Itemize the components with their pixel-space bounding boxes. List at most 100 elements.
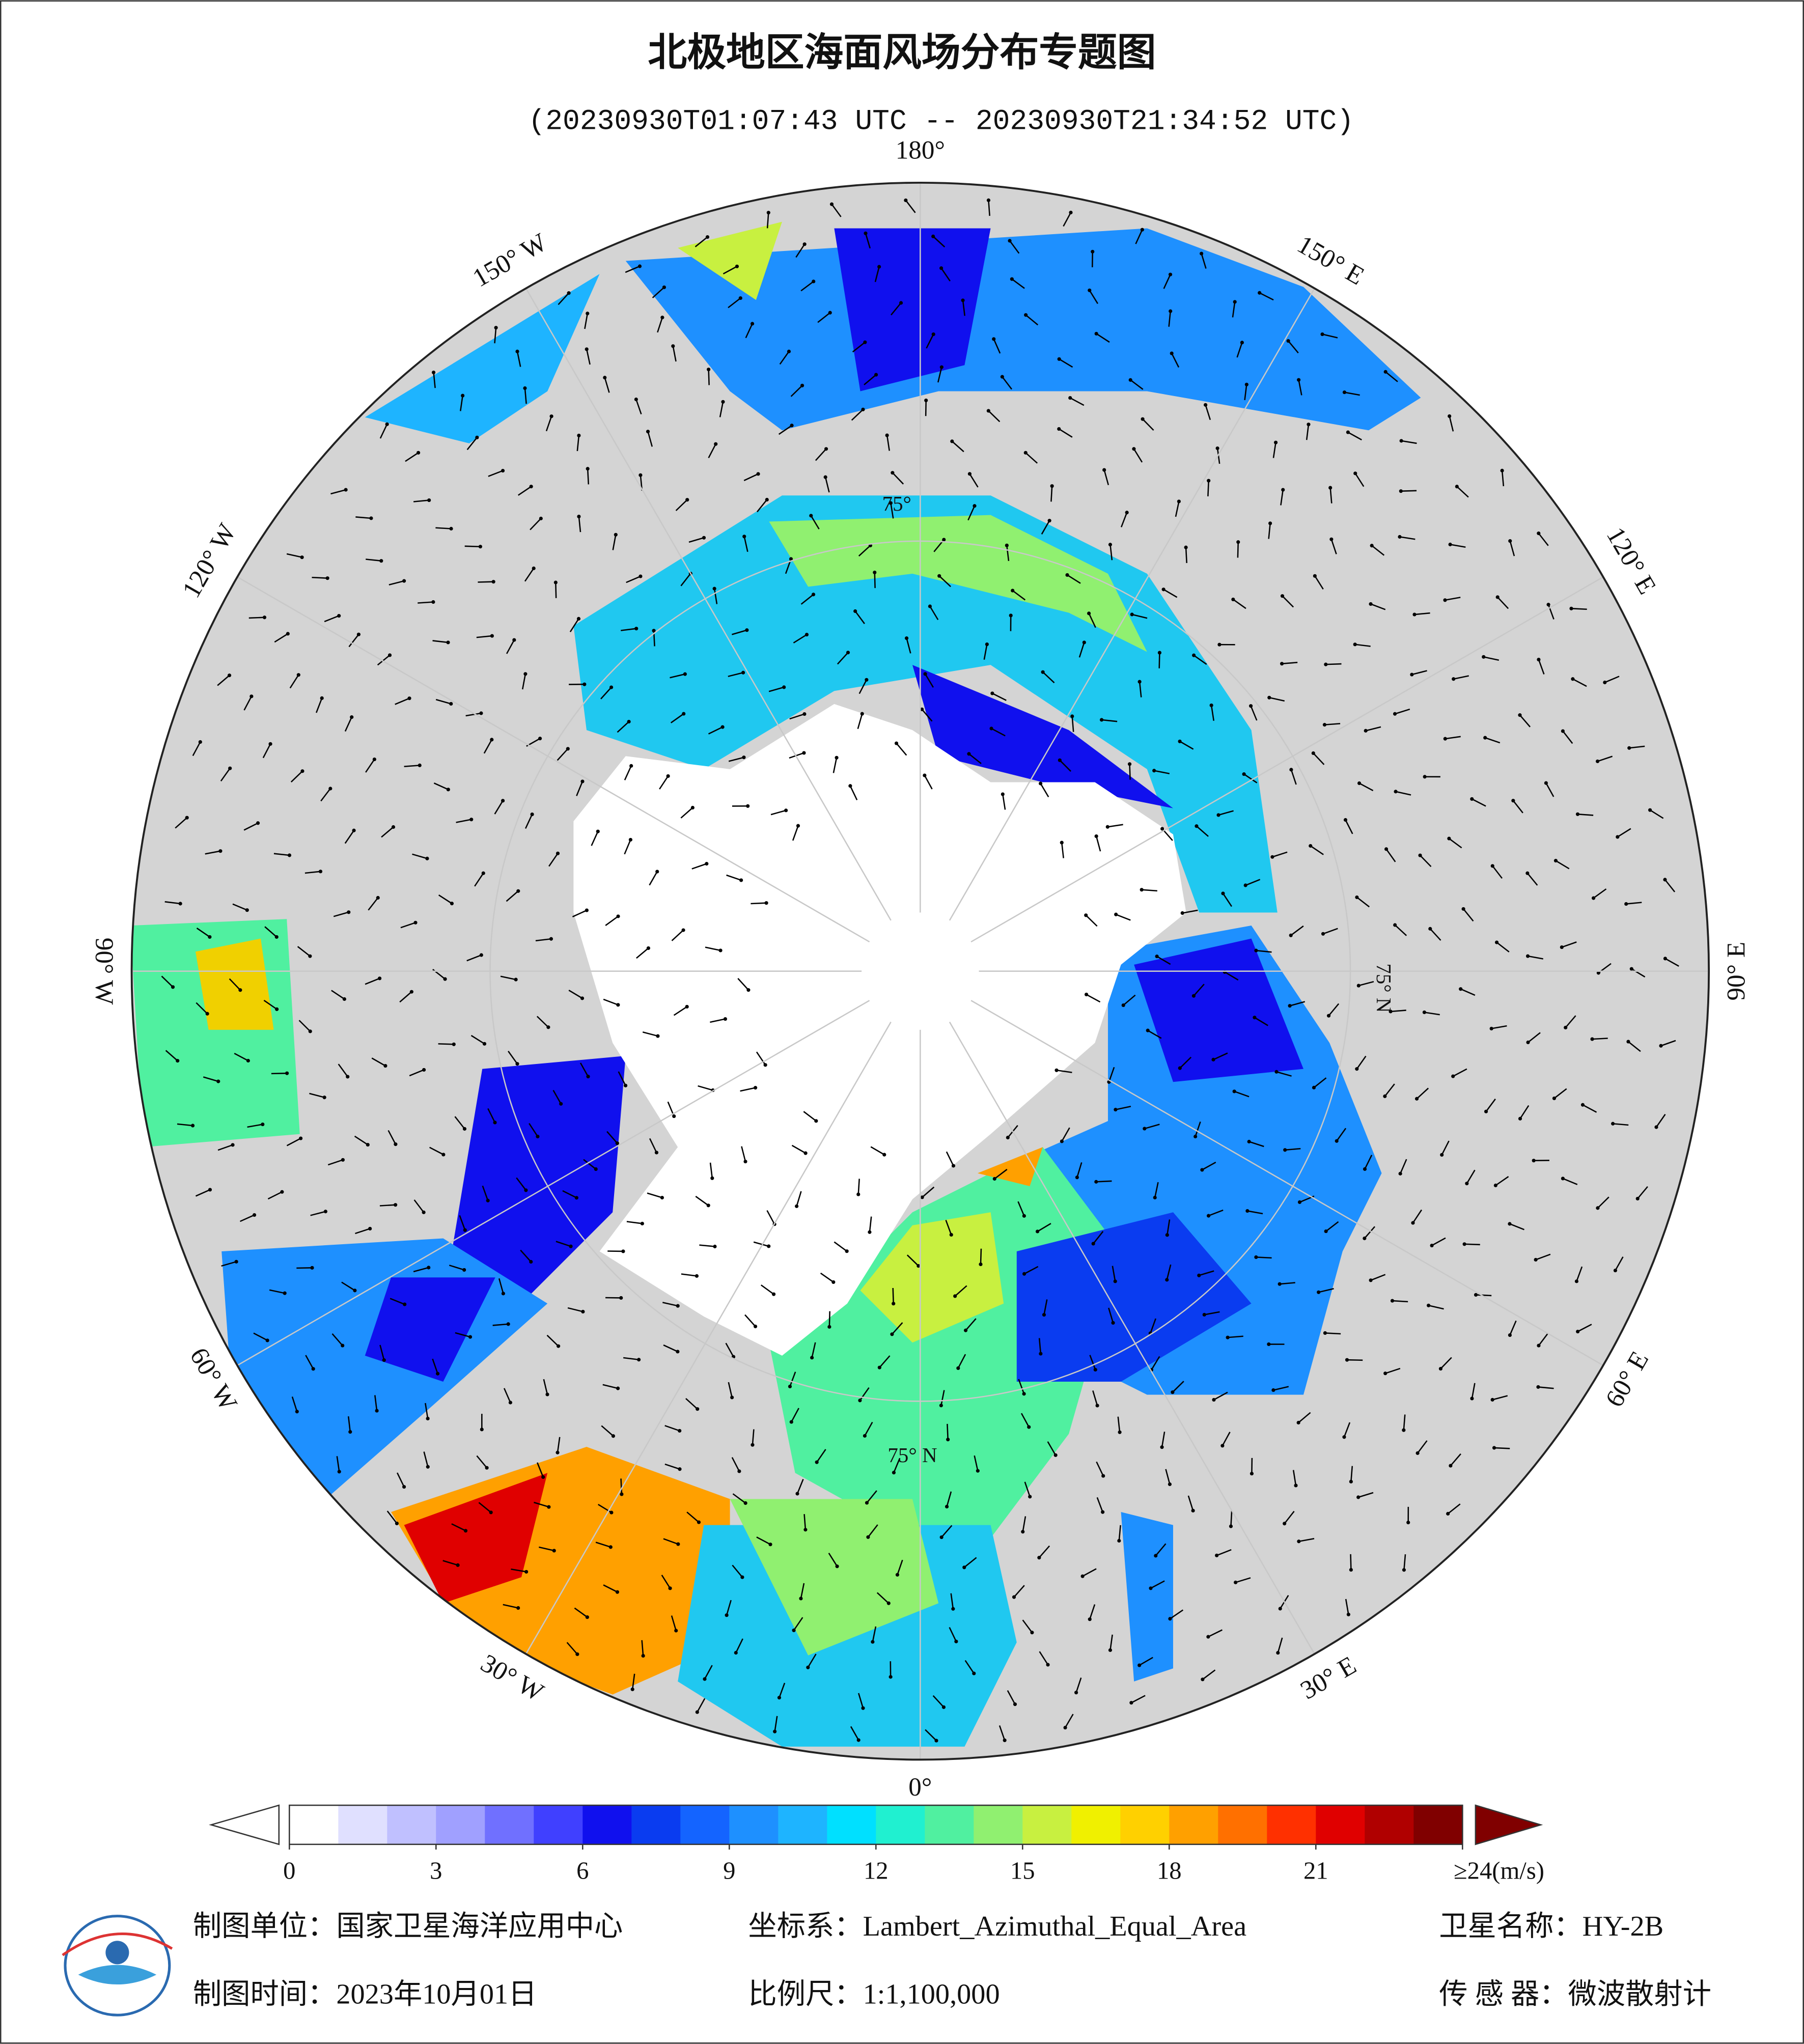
wind-arrow: [494, 800, 504, 815]
wind-arrow-head: [1233, 300, 1237, 304]
wind-arrow-head: [586, 467, 590, 471]
wind-arrow-head: [569, 1244, 573, 1248]
wind-arrow: [518, 486, 532, 496]
wind-arrow-head: [227, 674, 232, 678]
wind-arrow: [267, 1191, 283, 1200]
wind-arrow-head: [685, 1004, 689, 1009]
wind-arrow-head: [523, 672, 528, 676]
colorbar-tick-label: 18: [1157, 1857, 1182, 1884]
wind-arrow-head: [413, 920, 418, 925]
wind-arrow-head: [986, 409, 990, 413]
wind-arrow-head: [538, 737, 542, 741]
wind-arrow-head: [1243, 883, 1247, 887]
wind-arrow-head: [1091, 1242, 1095, 1246]
wind-arrow: [732, 1493, 746, 1504]
wind-arrow: [924, 674, 934, 688]
wind-arrow-head: [431, 371, 436, 375]
wind-arrow: [606, 1131, 618, 1144]
wind-arrow: [602, 1384, 618, 1389]
wind-arrow: [195, 1189, 211, 1197]
wind-arrow-head: [939, 365, 943, 369]
wind-arrow-head: [725, 1613, 729, 1617]
wind-arrow-head: [646, 946, 651, 950]
wind-arrow-head: [261, 1122, 265, 1127]
wind-arrow: [449, 1265, 465, 1271]
wind-arrow: [618, 1071, 626, 1086]
wind-arrow-head: [402, 579, 406, 583]
wind-arrow: [1175, 501, 1180, 517]
wind-arrow-head: [1105, 825, 1109, 829]
subtitle: (20230930T01:07:43 UTC -- 20230930T21:34…: [528, 105, 1354, 137]
wind-arrow: [1023, 1266, 1039, 1275]
wind-arrow: [1235, 1577, 1251, 1583]
wind-arrow-head: [877, 265, 881, 269]
wind-arrow: [1050, 486, 1053, 502]
wind-arrow-head: [1177, 499, 1181, 503]
wind-arrow-head: [1054, 1068, 1059, 1072]
wind-arrow: [536, 1016, 549, 1028]
wind-arrow: [1056, 1070, 1072, 1073]
wind-arrow: [1440, 1357, 1452, 1369]
wind-arrow-head: [1195, 824, 1199, 828]
wind-arrow: [1247, 1210, 1263, 1215]
wind-arrow-head: [296, 673, 300, 677]
wind-arrow-head: [615, 1590, 620, 1594]
wind-arrow-head: [951, 1607, 955, 1611]
wind-arrow: [1109, 544, 1113, 561]
wind-arrow-head: [1322, 723, 1327, 727]
wind-arrow: [685, 1398, 698, 1410]
wind-field: [404, 1473, 548, 1604]
wind-arrow: [1144, 1124, 1160, 1130]
wind-arrow: [1441, 1140, 1450, 1156]
wind-arrow-head: [485, 1466, 489, 1470]
wind-arrow-head: [1242, 772, 1246, 776]
wind-arrow-head: [559, 1102, 563, 1106]
wind-arrow: [1232, 301, 1236, 318]
wind-arrow: [1553, 1088, 1567, 1099]
wind-arrow: [623, 1357, 639, 1361]
wind-arrow: [1547, 604, 1555, 620]
wind-arrow: [1449, 838, 1462, 849]
wind-arrow: [892, 1287, 894, 1304]
wind-arrow: [1172, 1381, 1184, 1393]
wind-arrow: [1535, 1253, 1551, 1261]
wind-arrow: [1364, 1226, 1375, 1239]
wind-arrow: [642, 1031, 658, 1037]
wind-arrow-head: [490, 738, 494, 742]
wind-arrow-head: [1494, 940, 1499, 944]
wind-arrow-head: [369, 516, 373, 520]
wind-arrow-head: [614, 533, 618, 537]
wind-arrow: [315, 697, 323, 713]
wind-arrow: [1064, 1714, 1074, 1728]
wind-arrow-head: [425, 856, 429, 860]
wind-arrow: [1165, 1469, 1171, 1485]
wind-arrow: [1108, 1307, 1114, 1323]
wind-arrow-head: [586, 312, 590, 316]
wind-arrow: [1195, 1121, 1201, 1137]
wind-arrow-head: [422, 1210, 426, 1214]
wind-arrow: [1395, 791, 1411, 796]
wind-arrow: [1655, 1114, 1666, 1128]
wind-arrow: [1280, 489, 1284, 506]
wind-arrow-head: [706, 1203, 710, 1208]
wind-arrow-head: [320, 696, 324, 700]
wind-arrow: [423, 1451, 429, 1467]
wind-arrow: [1528, 1032, 1541, 1043]
wind-arrow-head: [328, 787, 332, 791]
wind-arrow-head: [1280, 594, 1285, 598]
wind-arrow: [175, 817, 188, 829]
wind-arrow-head: [1021, 1530, 1025, 1534]
wind-arrow-head: [1068, 396, 1072, 400]
footer-unit: 制图单位：国家卫星海洋应用中心: [193, 1911, 623, 1942]
wind-arrow-head: [860, 712, 864, 716]
wind-arrow: [896, 743, 907, 756]
wind-arrow-head: [1117, 1538, 1121, 1543]
wind-arrow: [1233, 599, 1246, 609]
longitude-label: 90° W: [90, 938, 119, 1005]
wind-arrow: [324, 615, 340, 623]
wind-arrow: [1463, 908, 1474, 922]
wind-arrow: [1519, 714, 1531, 727]
wind-arrow-head: [1345, 1358, 1349, 1362]
wind-arrow: [705, 946, 721, 951]
wind-arrow: [752, 1429, 755, 1445]
